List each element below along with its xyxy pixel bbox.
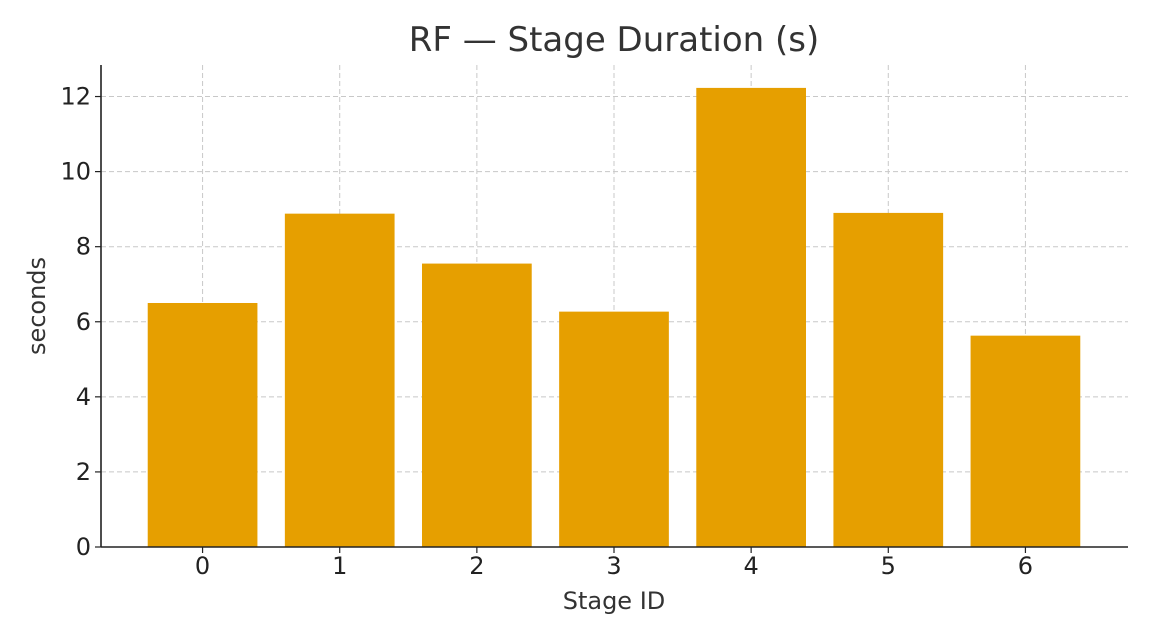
x-tick-label: 0 [195,552,210,580]
x-tick-label: 4 [744,552,759,580]
bar-stage-4 [696,87,806,548]
bar-stage-2 [422,263,532,547]
y-ticks: 0 2 4 6 8 10 12 [60,83,101,561]
bar-stage-5 [833,212,944,547]
y-tick-label: 2 [76,458,91,486]
x-tick-label: 1 [332,552,347,580]
y-tick-label: 12 [60,83,91,111]
y-tick-label: 4 [76,383,91,411]
x-tick-label: 6 [1018,552,1033,580]
chart-title: RF — Stage Duration (s) [409,20,820,60]
x-tick-label: 5 [881,552,896,580]
x-axis-label: Stage ID [563,587,666,615]
x-tick-label: 2 [469,552,484,580]
x-ticks: 0 1 2 3 4 5 6 [195,547,1033,580]
bar-stage-0 [147,302,258,547]
bar-stage-6 [970,335,1081,547]
y-tick-label: 10 [60,158,91,186]
y-tick-label: 8 [76,233,91,261]
x-tick-label: 3 [606,552,621,580]
bars [147,87,1081,548]
y-tick-label: 0 [76,533,91,561]
bar-stage-1 [284,213,395,547]
bar-stage-3 [559,311,669,547]
y-axis-label: seconds [23,257,51,355]
y-tick-label: 6 [76,308,91,336]
